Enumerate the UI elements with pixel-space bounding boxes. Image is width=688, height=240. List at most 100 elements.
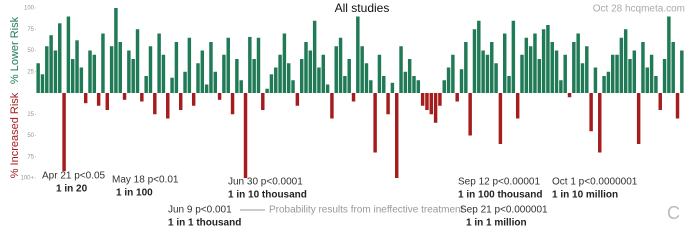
bar	[485, 54, 490, 93]
bar	[593, 67, 598, 93]
bar	[325, 84, 330, 93]
bar	[226, 37, 230, 93]
bar	[261, 93, 265, 110]
bar	[459, 69, 464, 93]
bar	[131, 59, 135, 93]
bar	[343, 76, 347, 93]
bar	[96, 93, 101, 106]
bar	[675, 93, 680, 119]
bar	[433, 93, 438, 123]
bar	[390, 82, 395, 93]
annotation-odds: 1 in 1 thousand	[168, 218, 241, 229]
bar	[572, 42, 576, 93]
bar	[252, 59, 256, 93]
bar	[256, 37, 261, 93]
bar	[153, 93, 157, 115]
bar	[567, 93, 572, 98]
bar	[623, 29, 628, 93]
bar	[53, 50, 58, 93]
bar	[407, 59, 412, 93]
bar	[520, 54, 524, 93]
bar	[602, 76, 606, 93]
bar	[507, 76, 511, 93]
bar	[477, 20, 481, 93]
bar	[537, 59, 542, 93]
bar	[187, 37, 192, 93]
bar	[377, 54, 382, 93]
bar	[291, 80, 295, 93]
bar	[75, 40, 79, 93]
bar	[213, 71, 218, 93]
bar	[308, 50, 313, 93]
bar	[585, 46, 589, 93]
annotation-date: Sep 21 p<0.000001	[460, 205, 548, 216]
bar	[490, 42, 494, 93]
y-axis-label: % Increased Risk	[9, 92, 21, 178]
bar	[528, 46, 533, 93]
bar	[619, 37, 624, 93]
bar	[425, 93, 429, 110]
bar	[248, 36, 252, 93]
bar	[321, 54, 326, 93]
bar	[399, 46, 403, 93]
y-axis-label: % Lower Risk	[9, 16, 21, 84]
bar	[438, 93, 442, 106]
bar	[546, 25, 550, 93]
bar	[334, 46, 338, 93]
annotation-odds: 1 in 1 million	[466, 218, 527, 229]
bar	[680, 50, 684, 93]
bar	[118, 42, 122, 93]
chart: All studies Oct 28 hcqmeta.com Probabili…	[8, 1, 685, 229]
annotation-odds: 1 in 20	[56, 184, 88, 195]
bar	[127, 50, 131, 93]
bar	[338, 37, 343, 93]
bar	[364, 63, 369, 93]
bar	[239, 80, 243, 93]
bar	[511, 20, 516, 93]
bar	[360, 46, 364, 93]
bar	[83, 93, 88, 104]
bar	[157, 33, 161, 93]
bar	[468, 93, 472, 136]
bar	[114, 8, 118, 93]
bar	[658, 93, 662, 110]
bar	[49, 35, 53, 93]
corner-mark: C	[667, 203, 680, 223]
bar	[554, 50, 559, 93]
bar	[174, 42, 179, 93]
bar	[70, 59, 75, 93]
bar	[515, 93, 520, 119]
bar	[286, 63, 291, 93]
annotation-odds: 1 in 10 million	[552, 190, 618, 201]
annotation-date: Jun 9 p<0.001	[168, 205, 232, 216]
bar	[632, 50, 637, 93]
bar	[455, 93, 459, 102]
bar	[369, 80, 373, 93]
bar	[222, 54, 226, 93]
bar	[101, 33, 105, 93]
bar	[122, 93, 127, 100]
bar	[40, 74, 45, 93]
y-tick-label: 100	[24, 6, 35, 12]
bar	[563, 54, 567, 93]
bar	[92, 54, 97, 93]
bar	[45, 46, 49, 93]
bar	[299, 59, 304, 93]
bar	[649, 54, 654, 93]
bar	[580, 63, 585, 93]
y-tick-label: 50	[27, 48, 34, 54]
bar	[58, 23, 62, 93]
bar	[464, 42, 468, 93]
bar	[373, 93, 377, 153]
bar	[161, 54, 166, 93]
bar	[62, 93, 66, 172]
annotation-odds: 1 in 100 thousand	[458, 190, 542, 201]
annotation-date: Oct 1 p<0.0000001	[552, 177, 638, 188]
bar	[541, 29, 546, 93]
bar	[183, 71, 187, 93]
bar	[178, 93, 183, 110]
bar	[278, 54, 282, 93]
bar	[382, 76, 386, 93]
annotation-odds: 1 in 100	[116, 188, 153, 199]
curve-label: Probability results from ineffective tre…	[269, 205, 464, 216]
